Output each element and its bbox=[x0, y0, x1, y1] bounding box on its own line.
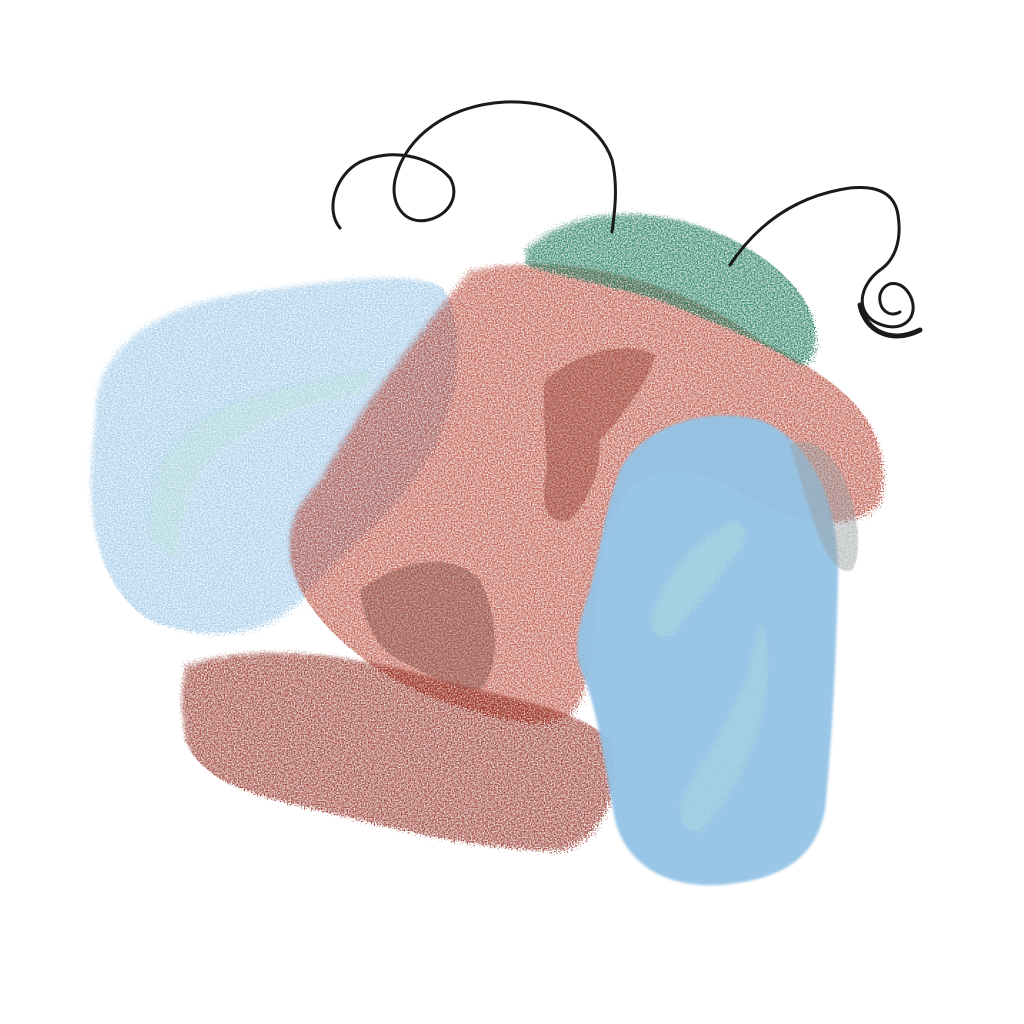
left-blue-cloud bbox=[90, 277, 458, 634]
red-lower-band bbox=[181, 652, 615, 850]
right-mint-strokes bbox=[650, 520, 767, 831]
green-cap bbox=[525, 213, 816, 365]
ink-curls bbox=[331, 100, 923, 339]
left-mint-stroke bbox=[148, 370, 371, 560]
right-antenna-thick bbox=[857, 302, 923, 339]
right-blue-shape bbox=[577, 415, 839, 886]
shadow-strokes bbox=[360, 348, 655, 690]
left-antenna-curl bbox=[331, 100, 617, 234]
right-antenna-curl bbox=[728, 185, 915, 329]
gray-stroke bbox=[790, 441, 859, 571]
